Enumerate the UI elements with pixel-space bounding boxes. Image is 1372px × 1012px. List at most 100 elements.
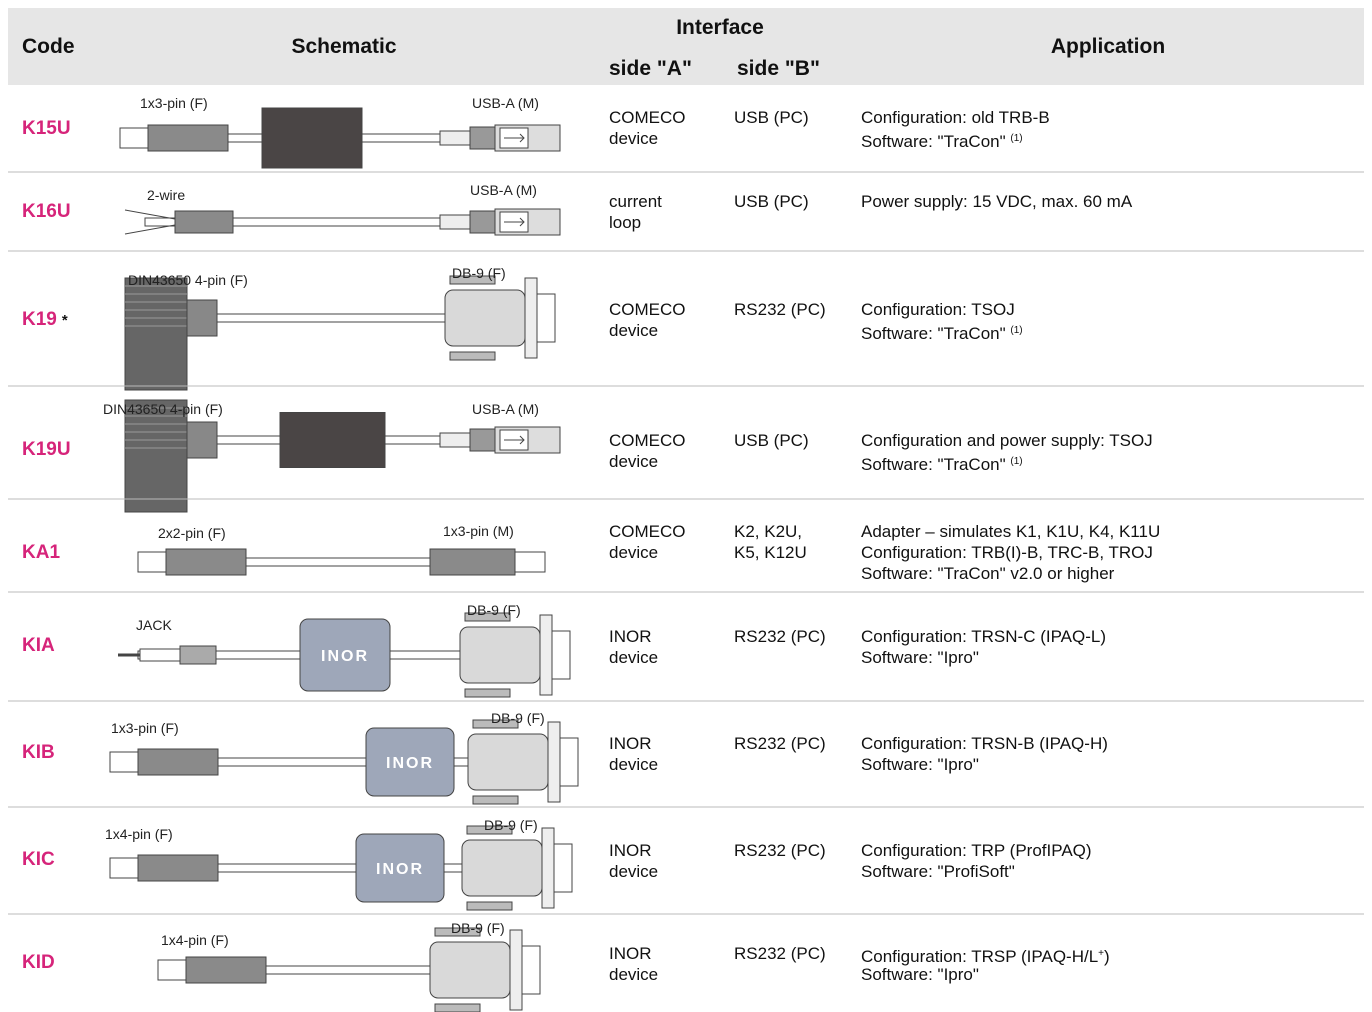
application-text: Software: "TraCon" <box>861 455 1011 474</box>
box <box>355 833 445 903</box>
db9-screw <box>434 1003 481 1012</box>
code: K15U <box>22 117 71 141</box>
application-line: Configuration: TRB(I)-B, TRC-B, TROJ <box>861 542 1153 563</box>
side-a: INOR <box>609 734 652 753</box>
usb-symbol <box>504 435 525 445</box>
plug-grip <box>165 548 247 576</box>
connector-label: 2x2-pin (F) <box>158 525 226 541</box>
header-schematic: Schematic <box>291 35 397 58</box>
application-line: Configuration: old TRB-B <box>861 107 1050 128</box>
plug-tip <box>157 959 187 981</box>
usb-body <box>469 126 496 150</box>
application-text: Software: "TraCon" <box>861 324 1011 343</box>
db9-shell <box>553 843 573 893</box>
application-text: ) <box>1104 947 1110 966</box>
plug-grip <box>174 210 234 234</box>
application-text: Configuration: TRSP (IPAQ-H/L <box>861 947 1099 966</box>
connector-label: USB-A (M) <box>472 401 539 417</box>
side-a: COMECO <box>609 300 686 319</box>
code-text: K15U <box>22 118 71 139</box>
usb-body <box>469 210 496 234</box>
db9-flange <box>541 827 555 909</box>
connector-label: 2-wire <box>147 187 185 203</box>
application-line: Configuration: TRSN-B (IPAQ-H) <box>861 733 1108 754</box>
connector-label: DB-9 (F) <box>484 817 538 833</box>
db9-shell <box>559 737 579 787</box>
db9-flange <box>547 721 561 803</box>
plug-tip <box>514 551 546 573</box>
db9-hood <box>461 839 543 897</box>
superscript: (1) <box>1010 133 1023 144</box>
side-a: device <box>609 129 659 148</box>
application-text: Software: "TraCon" v2.0 or higher <box>861 564 1115 583</box>
db9-hood <box>444 289 526 347</box>
code: KIB <box>22 741 55 765</box>
side-a: current <box>609 192 662 211</box>
side-a: loop <box>609 213 642 232</box>
code-text: KIB <box>22 742 55 763</box>
side-a: device <box>609 321 659 340</box>
header-code: Code <box>22 35 75 58</box>
din-nut <box>186 421 218 459</box>
side-a: device <box>609 755 659 774</box>
code: K16U <box>22 200 71 224</box>
code-text: KA1 <box>22 542 61 563</box>
application-text: Software: "TraCon" <box>861 132 1011 151</box>
application-line: Configuration: TRSN-C (IPAQ-L) <box>861 626 1106 647</box>
application-line: Software: "ProfiSoft" <box>861 861 1015 882</box>
side-b: K2, K2U, <box>734 522 803 541</box>
db9-flange <box>539 614 553 696</box>
strain-relief <box>439 130 471 146</box>
application-line: Software: "Ipro" <box>861 754 979 775</box>
connector-label: 1x4-pin (F) <box>161 932 229 948</box>
code-text: K16U <box>22 201 71 222</box>
db9-screw <box>449 351 496 361</box>
din-nut <box>186 299 218 337</box>
application-text: Software: "Ipro" <box>861 755 979 774</box>
application-text: Software: "ProfiSoft" <box>861 862 1015 881</box>
connector-label: 1x3-pin (F) <box>111 720 179 736</box>
db9-shell <box>551 630 571 680</box>
db9-flange <box>509 929 523 1011</box>
box <box>299 618 391 692</box>
code-text: K19U <box>22 439 71 460</box>
side-a: INOR <box>609 841 652 860</box>
application-text: Configuration: TRP (ProfIPAQ) <box>861 841 1092 860</box>
application-text: Software: "Ipro" <box>861 648 979 667</box>
db9-flange <box>524 277 538 359</box>
connector-label: 1x3-pin (M) <box>443 523 514 539</box>
application-line: Software: "Ipro" <box>861 964 979 985</box>
side-a: device <box>609 965 659 984</box>
side-b: RS232 (PC) <box>734 734 826 753</box>
application-line: Configuration: TRP (ProfIPAQ) <box>861 840 1092 861</box>
db9-screw <box>466 825 513 835</box>
db9-screw <box>466 901 513 911</box>
application-line: Configuration: TSOJ <box>861 299 1015 320</box>
header-side-b: side "B" <box>737 57 820 80</box>
db9-screw <box>464 688 511 698</box>
plug-grip <box>185 956 267 984</box>
usb-body <box>469 428 496 452</box>
application-text: Configuration: TRB(I)-B, TRC-B, TROJ <box>861 543 1153 562</box>
application-line: Software: "TraCon" (1) <box>861 451 1023 475</box>
code-text: KID <box>22 952 55 973</box>
badge: INOR <box>376 861 424 878</box>
db9-hood <box>429 941 511 999</box>
code: KA1 <box>22 541 60 565</box>
application-line: Power supply: 15 VDC, max. 60 mA <box>861 191 1132 212</box>
code-text: K19 <box>22 309 57 330</box>
header-side-a: side "A" <box>609 57 692 80</box>
application-text: Configuration: old TRB-B <box>861 108 1050 127</box>
usb-symbol <box>504 217 525 227</box>
plug-tip <box>137 551 167 573</box>
application-text: Configuration: TRSN-C (IPAQ-L) <box>861 627 1106 646</box>
din-body <box>124 399 188 513</box>
box <box>261 107 363 169</box>
plug-tip <box>109 751 139 773</box>
application-text: Adapter – simulates K1, K1U, K4, K11U <box>861 522 1161 541</box>
plug-grip <box>147 124 229 152</box>
connector-label: DIN43650 4-pin (F) <box>103 401 223 417</box>
connector-label: DB-9 (F) <box>451 920 505 936</box>
